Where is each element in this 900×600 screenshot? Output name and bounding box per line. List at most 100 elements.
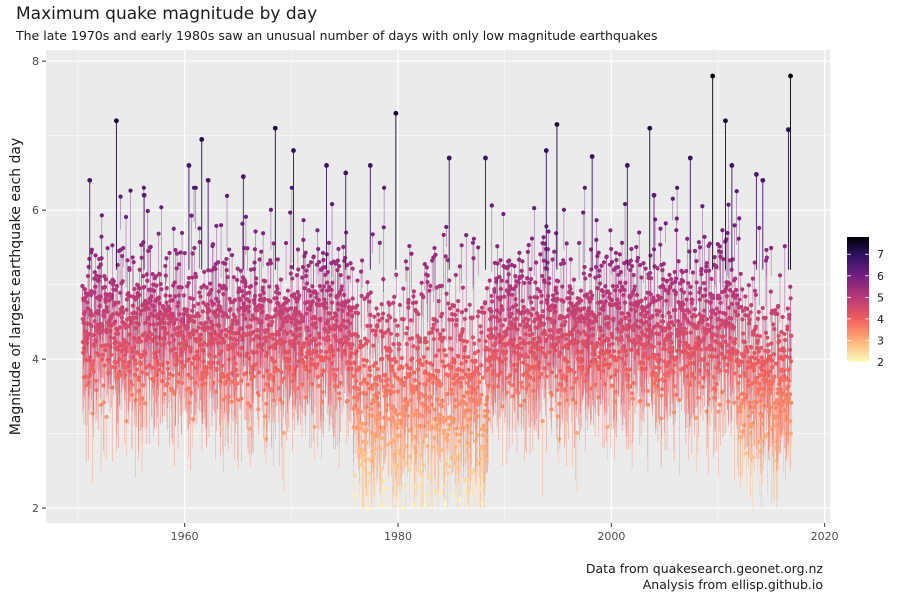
data-point <box>223 286 228 291</box>
data-point <box>507 373 512 378</box>
data-point <box>390 368 395 373</box>
data-point <box>403 259 409 264</box>
data-point <box>430 380 435 385</box>
data-point <box>99 234 104 239</box>
data-point <box>378 378 383 383</box>
data-point <box>102 284 108 290</box>
data-point <box>275 286 280 291</box>
data-point <box>415 345 420 350</box>
data-point <box>410 336 415 341</box>
data-point <box>329 300 335 305</box>
data-point <box>442 483 447 488</box>
data-point <box>441 428 447 433</box>
data-point <box>157 272 163 277</box>
data-point <box>371 343 376 348</box>
data-point <box>428 394 433 400</box>
data-point <box>448 336 453 341</box>
data-point <box>489 203 494 208</box>
data-point <box>137 292 142 298</box>
data-point <box>151 282 156 287</box>
data-point <box>530 388 535 393</box>
data-point <box>170 373 175 378</box>
data-point <box>316 246 321 252</box>
data-point <box>394 272 399 277</box>
data-point <box>466 477 471 482</box>
data-point <box>217 283 222 288</box>
data-point <box>289 264 294 270</box>
data-point <box>221 292 226 297</box>
data-point <box>140 383 146 388</box>
data-point <box>405 325 410 331</box>
data-point <box>156 367 161 372</box>
data-point <box>272 359 277 364</box>
data-point <box>477 338 482 343</box>
data-point <box>114 283 119 289</box>
data-point <box>368 312 373 318</box>
data-point <box>479 330 484 335</box>
data-point <box>400 365 405 370</box>
data-point <box>413 485 418 490</box>
data-point <box>300 275 305 280</box>
data-point <box>156 295 161 300</box>
data-point <box>198 337 203 342</box>
data-point <box>246 304 251 309</box>
data-point <box>355 278 360 283</box>
data-point <box>397 302 402 308</box>
data-point <box>331 353 336 358</box>
data-point <box>440 311 445 316</box>
data-point <box>457 453 462 458</box>
data-point <box>522 280 527 286</box>
data-point <box>279 316 285 321</box>
data-point <box>301 341 307 346</box>
data-point <box>360 258 365 263</box>
data-point <box>134 367 139 372</box>
data-point <box>192 245 197 251</box>
data-point <box>165 366 171 371</box>
data-point <box>375 366 380 372</box>
data-point <box>263 436 269 442</box>
data-point <box>89 247 95 252</box>
data-point <box>138 361 143 367</box>
data-point <box>399 356 404 361</box>
data-point <box>375 391 381 396</box>
data-point <box>259 249 264 254</box>
data-point <box>197 290 202 295</box>
data-point <box>109 364 114 370</box>
data-point <box>209 287 214 293</box>
data-point <box>348 261 353 266</box>
data-point <box>93 253 98 258</box>
data-point <box>289 320 294 325</box>
data-point <box>529 276 534 282</box>
data-point <box>282 339 287 345</box>
data-point <box>507 307 512 312</box>
data-point <box>271 241 276 246</box>
data-point <box>225 314 230 320</box>
data-point <box>268 299 273 304</box>
data-point <box>235 266 240 271</box>
data-point <box>98 294 103 299</box>
data-point <box>110 312 115 317</box>
data-point <box>236 289 242 294</box>
data-point <box>159 205 164 210</box>
data-point <box>252 300 257 306</box>
data-point <box>404 266 410 271</box>
data-point <box>193 274 199 280</box>
data-point <box>127 294 133 299</box>
data-point <box>382 373 388 378</box>
data-point <box>112 319 118 324</box>
data-point <box>425 280 430 285</box>
data-point <box>460 426 466 431</box>
data-point <box>212 354 217 359</box>
data-point <box>359 462 364 467</box>
data-point <box>520 259 525 264</box>
data-point <box>346 298 351 303</box>
data-point <box>150 365 155 370</box>
data-point <box>254 308 260 313</box>
data-point <box>149 294 154 299</box>
data-point <box>517 250 522 255</box>
data-point <box>476 309 481 314</box>
data-point <box>227 247 232 252</box>
data-point <box>197 226 202 231</box>
data-point <box>252 260 257 265</box>
data-point <box>384 486 389 491</box>
